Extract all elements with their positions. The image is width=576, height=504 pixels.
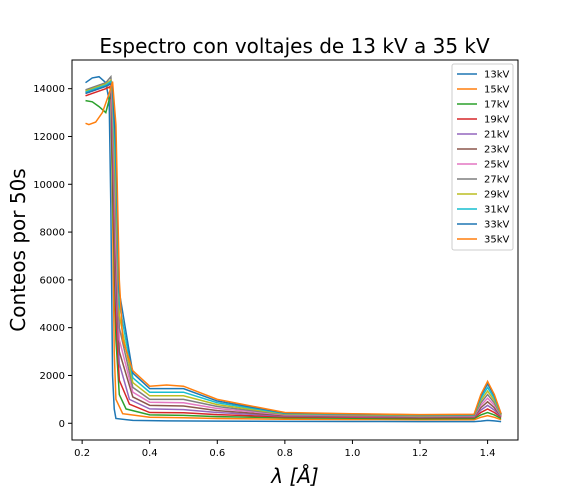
y-axis-label: Conteos por 50s	[6, 168, 30, 331]
y-tick-label: 8000	[40, 228, 65, 239]
x-tick-label: 1.0	[344, 448, 360, 459]
y-tick-label: 2000	[40, 371, 65, 382]
y-tick-label: 12000	[33, 132, 65, 143]
series-line-31kV	[85, 80, 502, 416]
series-line-33kV	[85, 82, 502, 416]
series-line-15kV	[85, 85, 502, 421]
x-axis-label: λ [Å]	[270, 464, 318, 488]
plot-frame	[71, 59, 519, 441]
series-line-19kV	[85, 85, 502, 419]
legend-label: 15kV	[484, 85, 510, 96]
legend-label: 21kV	[484, 130, 510, 141]
y-tick-label: 14000	[33, 84, 65, 95]
legend-box	[451, 63, 514, 251]
x-tick-label: 0.2	[74, 448, 90, 459]
legend-label: 19kV	[484, 115, 510, 126]
series-line-27kV	[85, 74, 502, 417]
plot-area	[85, 74, 502, 423]
legend: 13kV 15kV 17kV 19kV 21kV 23kV 25kV 27kV 29kV 31kV…	[451, 63, 514, 251]
series-line-13kV	[85, 75, 502, 423]
series-line-25kV	[85, 80, 502, 418]
x-tick-label: 0.4	[142, 448, 158, 459]
y-tick-label: 10000	[33, 180, 65, 191]
legend-label: 35kV	[484, 235, 510, 246]
y-tick-label: 4000	[40, 323, 65, 334]
legend-label: 17kV	[484, 100, 510, 111]
legend-label: 25kV	[484, 160, 510, 171]
legend-label: 23kV	[484, 145, 510, 156]
legend-label: 31kV	[484, 205, 510, 216]
y-tick-label: 0	[59, 419, 65, 430]
legend-label: 29kV	[484, 190, 510, 201]
series-line-21kV	[85, 82, 502, 419]
chart-title: Espectro con voltajes de 13 kV a 35 kV	[99, 34, 490, 58]
x-tick-label: 1.2	[412, 448, 428, 459]
x-axis: 0.2 0.4 0.6 0.8 1.0 1.2 1.4	[74, 440, 496, 459]
legend-label: 33kV	[484, 220, 510, 231]
legend-label: 27kV	[484, 175, 510, 186]
series-layer	[85, 74, 502, 423]
series-line-23kV	[85, 81, 502, 418]
y-axis: 0 2000 4000 6000 8000 10000 12000 14000	[33, 84, 72, 430]
x-tick-label: 1.4	[480, 448, 496, 459]
y-tick-label: 6000	[40, 275, 65, 286]
x-tick-label: 0.6	[209, 448, 225, 459]
legend-label: 13kV	[484, 70, 510, 81]
x-tick-label: 0.8	[277, 448, 293, 459]
series-line-35kV	[85, 81, 502, 416]
series-line-17kV	[85, 93, 502, 420]
series-line-29kV	[85, 78, 502, 417]
